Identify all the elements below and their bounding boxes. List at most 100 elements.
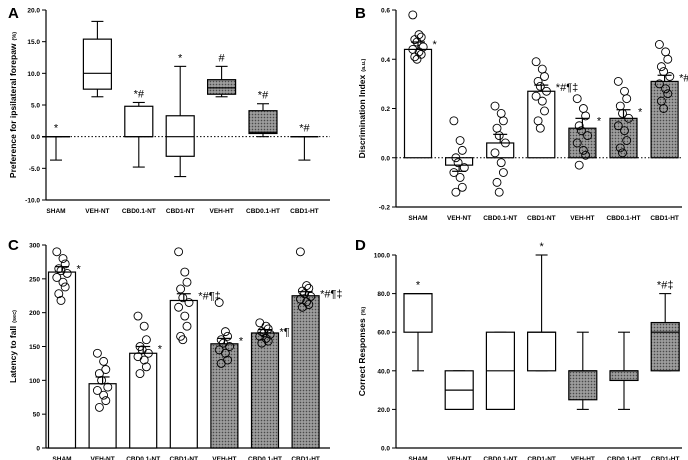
data-point	[535, 123, 545, 133]
data-point	[94, 369, 104, 379]
data-point	[92, 386, 102, 395]
data-point	[531, 57, 541, 67]
data-point	[492, 123, 502, 133]
box-3: *#	[124, 88, 154, 168]
bar	[129, 352, 158, 449]
x-tick-label: CBD1-NT	[527, 215, 556, 222]
x-tick-label: CBD1-HT	[291, 456, 320, 460]
data-point	[654, 40, 664, 49]
data-point	[492, 177, 502, 187]
y-axis-label: Discrimination Index(a.u.)	[357, 58, 367, 158]
x-tick-label: SHAM	[46, 208, 65, 215]
bar-6: *	[609, 76, 643, 159]
y-tick-label: 150	[29, 344, 40, 351]
data-point	[176, 284, 186, 294]
bar-7: *#¶‡	[291, 247, 343, 449]
y-tick-label: 0.4	[381, 57, 390, 64]
x-tick-label: VEH-NT	[90, 456, 114, 460]
data-point	[52, 273, 62, 282]
box-5: #	[207, 52, 237, 98]
y-tick-label: 80.0	[377, 291, 390, 298]
data-point	[615, 101, 625, 111]
x-tick-label: CBD1-NT	[166, 208, 195, 215]
box-body	[124, 105, 154, 138]
y-tick-label: -5.0	[29, 166, 41, 173]
data-point	[494, 131, 504, 141]
panel-letter: B	[355, 5, 366, 22]
data-point	[99, 390, 109, 400]
bar-4: *#¶‡	[527, 57, 578, 159]
data-point	[659, 104, 669, 113]
data-point	[540, 106, 549, 116]
data-point	[94, 402, 104, 412]
y-tick-label: 0.2	[381, 106, 390, 113]
data-point	[581, 150, 591, 160]
x-tick-label: CBD1-HT	[650, 215, 679, 222]
panel-d: D 0.0 20.0 40.0 60.0 80.0 100.0 Correct Respons…	[355, 237, 682, 460]
data-point	[615, 143, 625, 153]
box-body	[526, 331, 557, 372]
data-point	[297, 286, 307, 296]
data-point	[54, 264, 64, 274]
x-tick-label: CBD0.1-NT	[483, 215, 517, 222]
bar	[47, 271, 77, 449]
x-tick-label: CBD0.1-NT	[126, 456, 160, 460]
box-body	[248, 110, 278, 135]
box-body	[609, 370, 639, 382]
bar-6: *¶	[250, 318, 290, 449]
data-point	[540, 72, 549, 81]
bar-5: *	[210, 298, 244, 449]
bar-5: *	[568, 94, 602, 170]
x-tick-label: CBD0.1-HT	[607, 215, 641, 222]
y-tick-label: 300	[29, 243, 40, 250]
y-tick-label: 0.0	[31, 134, 40, 141]
data-point	[97, 375, 107, 385]
data-point	[661, 84, 671, 94]
data-point	[574, 121, 584, 131]
box-7: *#‡	[650, 280, 680, 372]
data-point	[451, 187, 461, 197]
data-point	[572, 138, 582, 148]
data-point	[535, 81, 545, 91]
significance-marker: *	[178, 52, 183, 64]
data-point	[410, 52, 420, 62]
significance-marker: *	[54, 123, 59, 135]
panel-c: C 0 50 100 150 200 250 300 Latency to fall(sec) S…	[8, 237, 343, 460]
bar-4: *#¶‡	[169, 247, 221, 449]
data-point	[101, 365, 111, 374]
x-tick-label: CBD1-HT	[290, 208, 319, 215]
data-point	[537, 96, 547, 106]
data-point	[659, 67, 669, 77]
data-point	[174, 247, 184, 257]
data-point	[618, 108, 627, 118]
data-point	[572, 94, 582, 104]
y-tick-label: 0	[36, 446, 40, 453]
data-point	[297, 302, 307, 312]
panel-letter: A	[8, 5, 19, 22]
significance-marker: *#	[299, 123, 310, 135]
data-point	[304, 300, 314, 309]
significance-marker: *	[638, 107, 643, 119]
data-point	[622, 94, 632, 104]
data-point	[663, 54, 673, 64]
data-point	[141, 335, 151, 345]
data-point	[58, 277, 68, 287]
significance-marker: *#¶‡	[320, 289, 342, 301]
data-point	[408, 10, 418, 20]
panel-a: A -10.0 -5.0 0.0 5.0 10.0 15.0 20.0 Preference f…	[8, 5, 330, 215]
significance-marker: *#‡	[657, 280, 674, 292]
significance-marker: *	[158, 344, 163, 356]
data-point	[618, 148, 627, 158]
data-point	[225, 342, 235, 351]
data-point	[622, 136, 632, 145]
bar-1: *	[403, 10, 438, 159]
y-tick-label: 200	[29, 310, 40, 317]
data-point	[457, 145, 467, 155]
data-point	[613, 76, 623, 86]
data-point	[101, 396, 111, 406]
box-body	[403, 293, 433, 333]
bar	[169, 299, 198, 449]
box-7: *#	[290, 123, 319, 161]
data-point	[496, 158, 506, 168]
data-point	[216, 358, 226, 368]
